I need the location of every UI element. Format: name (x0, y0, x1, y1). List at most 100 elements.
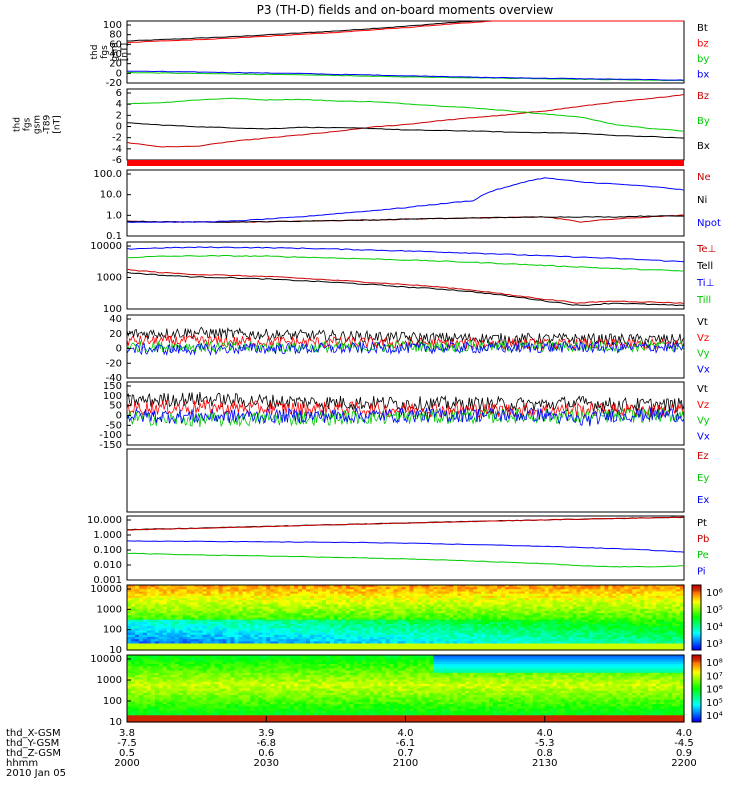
spectrogram-cell (477, 619, 482, 623)
spectrogram-cell (548, 585, 554, 588)
spectrogram-cell (524, 587, 530, 590)
spectrogram-cell (500, 615, 506, 619)
spectrogram-cell (604, 613, 610, 616)
spectrogram-cell (206, 632, 212, 636)
spectrogram-cell (341, 647, 347, 651)
spectrogram-cell (294, 655, 299, 658)
spectrogram-cell (325, 628, 331, 632)
spectrogram-cell (242, 598, 247, 601)
spectrogram-cell (668, 628, 673, 632)
spectrogram-cell (254, 608, 259, 612)
spectrogram-cell (230, 634, 236, 638)
spectrogram-cell (624, 619, 629, 623)
spectrogram-cell (258, 619, 263, 623)
spectrogram-cell (397, 655, 403, 658)
spectrogram-cell (150, 657, 156, 661)
spectrogram-cell (672, 613, 677, 616)
spectrogram-cell (564, 624, 570, 627)
spectrogram-cell (497, 647, 502, 651)
spectrogram-cell (544, 595, 550, 599)
spectrogram-cell (548, 598, 554, 601)
spectrogram-cell (528, 600, 534, 603)
spectrogram-cell (178, 630, 184, 634)
spectrogram-cell (544, 634, 550, 638)
spectrogram-cell (234, 589, 239, 593)
spectrogram-cell (146, 602, 152, 606)
spectrogram-cell (389, 643, 395, 647)
spectrogram-cell (377, 606, 383, 610)
spectrogram-cell (596, 593, 602, 597)
spectrogram-cell (500, 628, 506, 632)
spectrogram-cell (668, 624, 673, 627)
spectrogram-cell (500, 661, 506, 665)
spectrogram-cell (477, 626, 482, 629)
spectrogram-cell (640, 659, 645, 663)
spectrogram-cell (508, 632, 514, 636)
spectrogram-cell (576, 634, 582, 638)
spectrogram-cell (226, 608, 232, 612)
spectrogram-cell (138, 643, 144, 647)
spectrogram-cell (548, 587, 554, 590)
spectrogram-cell (226, 604, 232, 608)
spectrogram-cell (676, 585, 681, 588)
spectrogram-cell (381, 626, 387, 629)
spectrogram-cell (381, 598, 387, 601)
spectrogram-cell (166, 657, 172, 661)
spectrogram-cell (270, 591, 275, 595)
spectrogram-cell (298, 589, 303, 593)
spectrogram-cell (337, 617, 343, 621)
spectrogram-cell (230, 643, 236, 647)
spectrogram-cell (170, 602, 176, 606)
spectrogram-cell (210, 655, 216, 658)
spectrogram-cell (234, 661, 239, 665)
spectrogram-cell (437, 595, 442, 599)
spectrogram-cell (341, 643, 347, 647)
legend-entry: by (697, 54, 709, 65)
spectrogram-cell (512, 598, 518, 601)
spectrogram-cell (282, 591, 287, 595)
spectrogram-cell (429, 655, 434, 658)
spectrogram-cell (146, 624, 152, 627)
spectrogram-cell (361, 606, 367, 610)
spectrogram-cell (508, 606, 514, 610)
spectrogram-cell (182, 619, 188, 623)
spectrogram-cell (421, 619, 426, 623)
spectrogram-cell (142, 641, 148, 645)
spectrogram-cell (397, 589, 403, 593)
spectrogram-cell (170, 647, 176, 651)
spectrogram-cell (393, 615, 399, 619)
spectrogram-cell (544, 615, 550, 619)
spectrogram-cell (604, 630, 610, 634)
spectrogram-cell (512, 593, 518, 597)
spectrogram-cell (190, 615, 196, 619)
spectrogram-cell (254, 619, 259, 623)
spectrogram-cell (592, 587, 598, 590)
spectrogram-cell (369, 661, 375, 665)
spectrogram-cell (294, 617, 299, 621)
spectrogram-cell (477, 632, 482, 636)
spectrogram-cell (644, 624, 649, 627)
spectrogram-cell (341, 591, 347, 595)
spectrogram-cell (142, 630, 148, 634)
spectrogram-cell (182, 621, 188, 625)
spectrogram-cell (186, 661, 192, 665)
spectrogram-cell (270, 598, 275, 601)
spectrogram-cell (449, 613, 454, 616)
spectrogram-cell (246, 639, 251, 642)
spectrogram-cell (668, 589, 673, 593)
spectrogram-cell (433, 608, 438, 612)
spectrogram-cell (170, 639, 176, 642)
spectrogram-cell (616, 632, 621, 636)
spectrogram-cell (377, 587, 383, 590)
spectrogram-cell (361, 619, 367, 623)
spectrogram-cell (441, 659, 446, 663)
spectrogram-cell (421, 613, 426, 616)
spectrogram-cell (162, 619, 168, 623)
spectrogram-cell (166, 621, 172, 625)
spectrogram-cell (648, 600, 653, 603)
spectrogram-cell (294, 621, 299, 625)
spectrogram-cell (310, 645, 315, 649)
spectrogram-cell (190, 655, 196, 658)
spectrogram-cell (333, 608, 339, 612)
spectrogram-cell (568, 659, 574, 663)
